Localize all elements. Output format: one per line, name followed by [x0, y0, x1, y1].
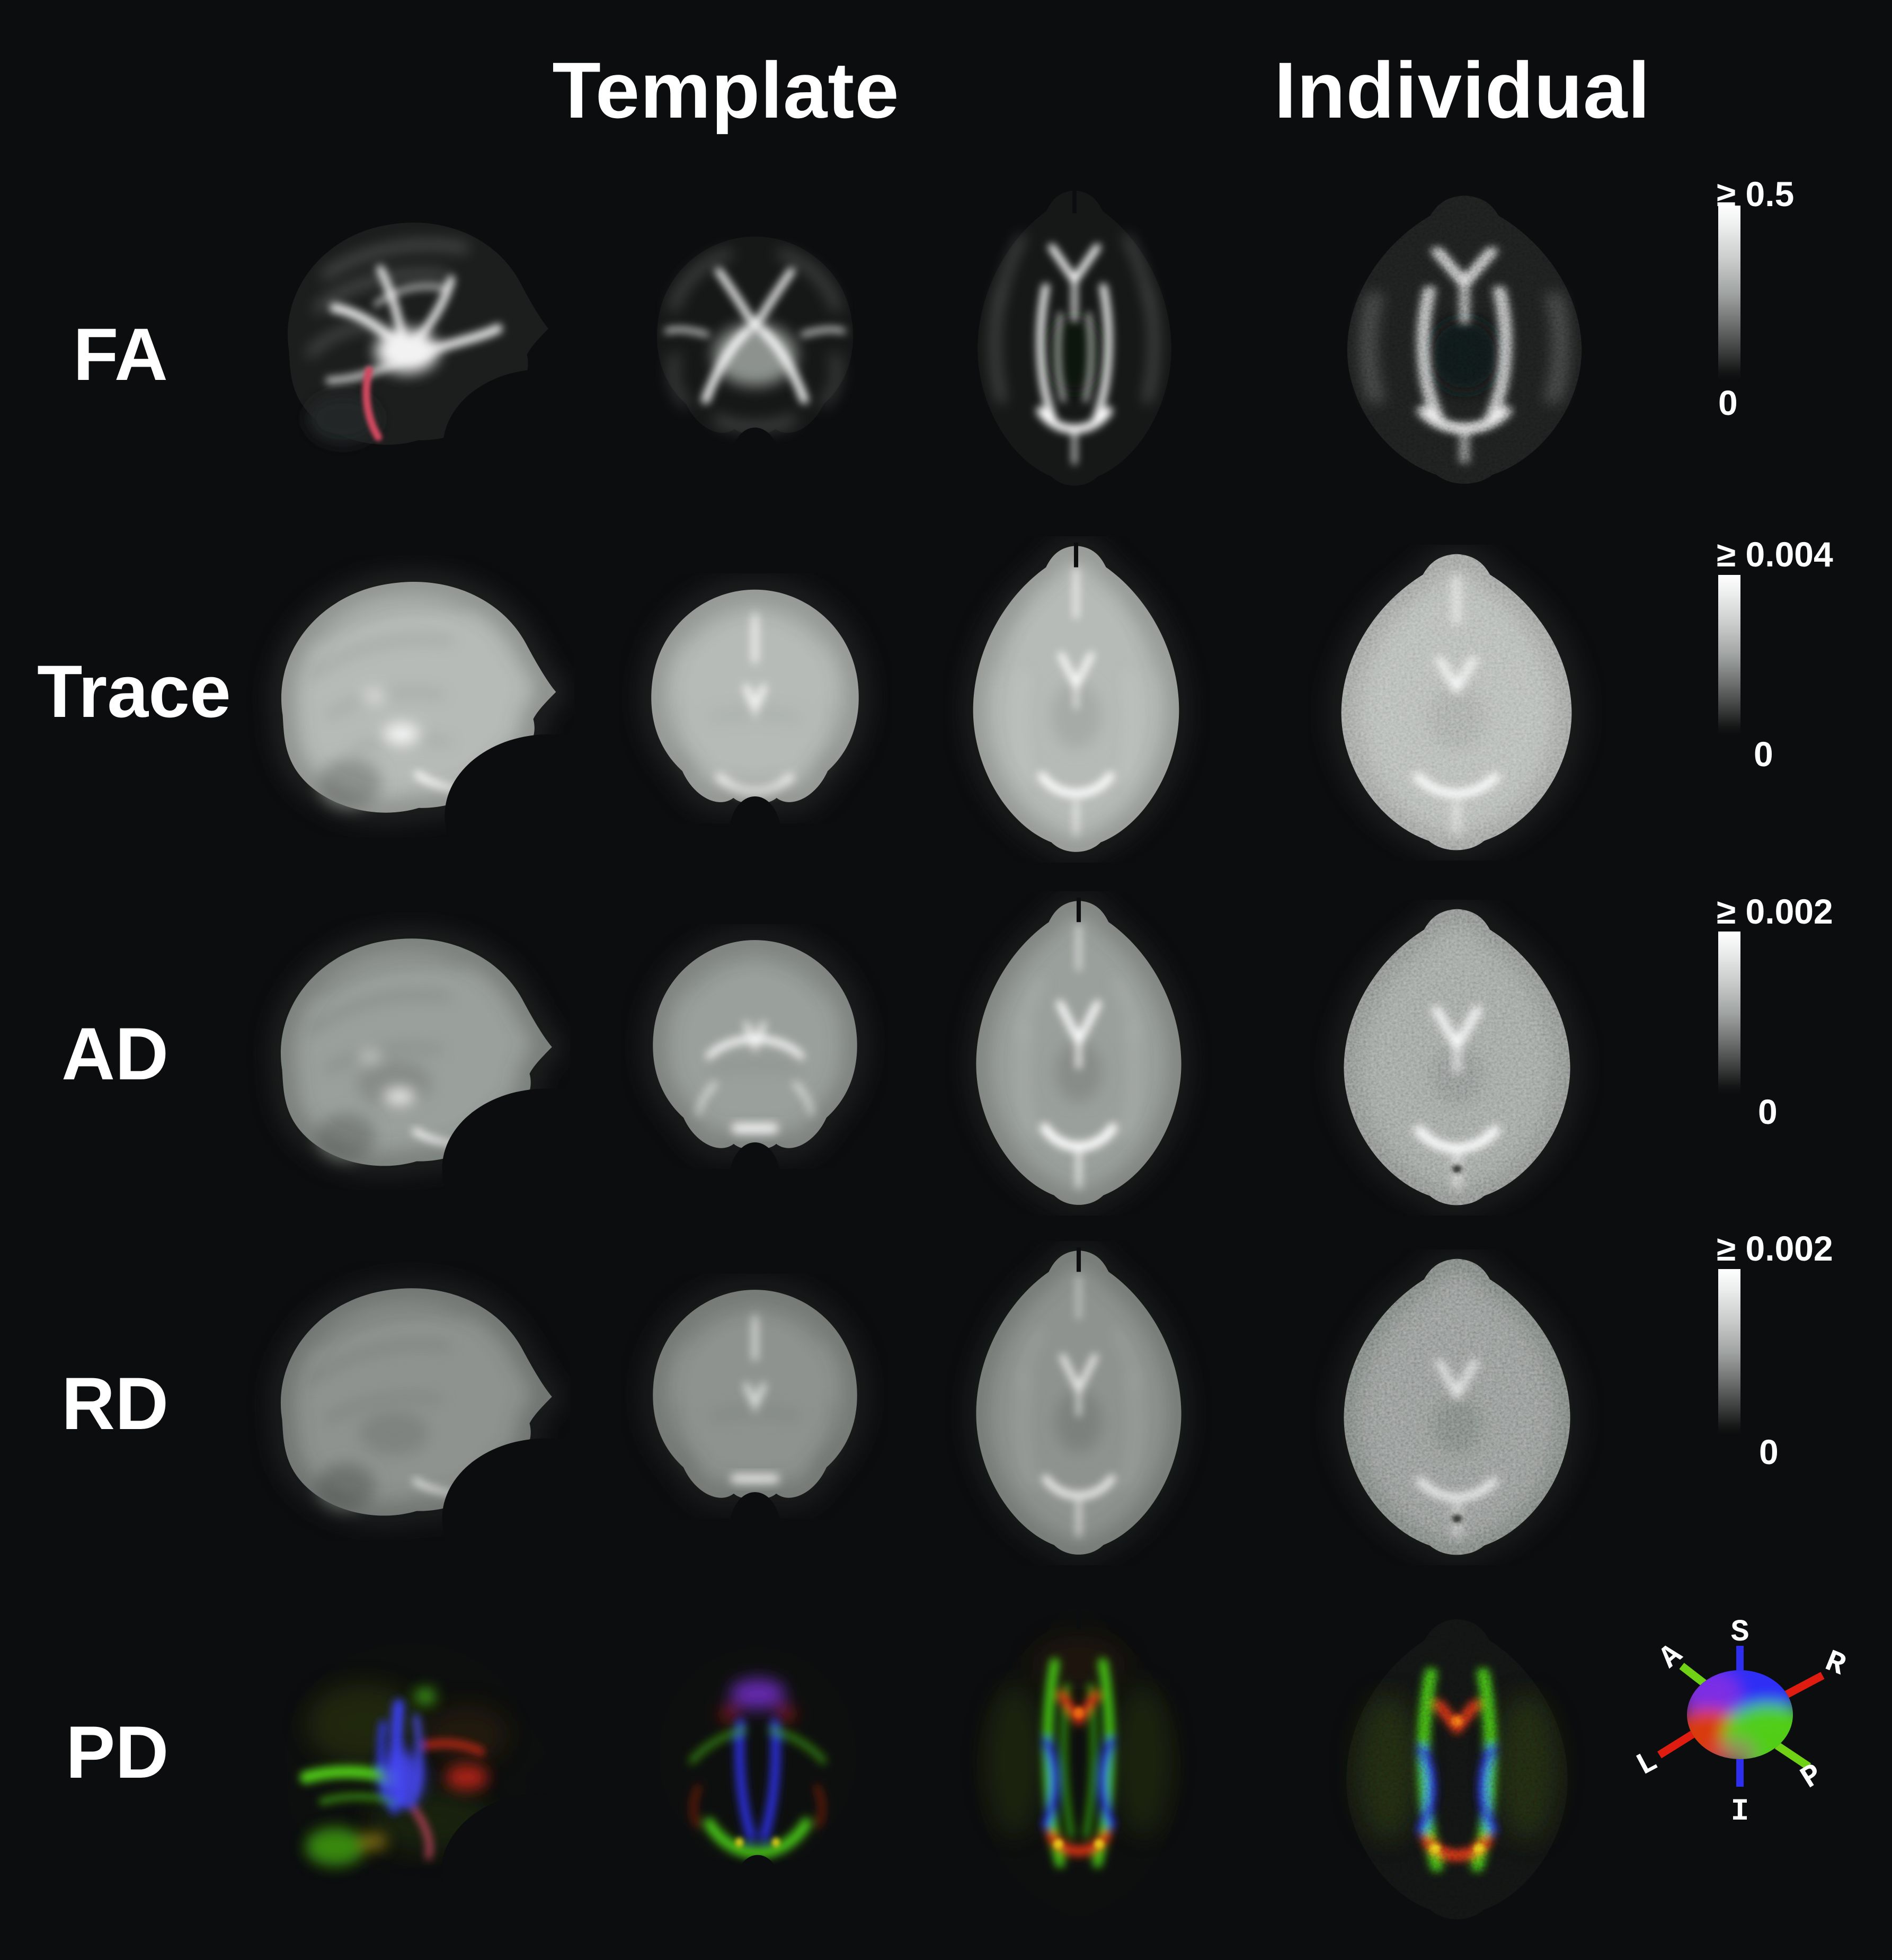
pd-axial-image	[945, 1598, 1212, 1928]
fa-sagittal-image	[248, 197, 566, 468]
ad-colorbar-min-label: 0	[1758, 1092, 1778, 1131]
superior-axis-label: S	[1731, 1616, 1749, 1650]
fa-colorbar	[1718, 206, 1740, 380]
fa-red-tract-highlight	[362, 366, 383, 441]
right-axis-spoke	[1784, 1672, 1825, 1698]
trace-individual-axial-image	[1307, 545, 1606, 861]
ad-individual-axial-image	[1310, 900, 1604, 1216]
pd-sagittal-image	[245, 1617, 565, 1895]
rd-colorbar	[1718, 1269, 1740, 1435]
trace-sagittal-image	[239, 555, 574, 837]
left-axis-label: L	[1631, 1744, 1664, 1784]
rd-individual-axial-image	[1310, 1249, 1604, 1565]
ad-sagittal-image	[239, 912, 570, 1190]
ad-colorbar	[1718, 932, 1740, 1094]
ad-axial-image	[945, 891, 1212, 1216]
left-axis-spoke	[1657, 1730, 1695, 1759]
trace-colorbar-min-label: 0	[1754, 734, 1773, 774]
inferior-axis-label: I	[1731, 1795, 1749, 1829]
fa-colorbar-max-label: ≥ 0.5	[1717, 174, 1795, 214]
ad-coronal-image	[621, 924, 889, 1169]
rd-colorbar-min-label: 0	[1759, 1432, 1779, 1471]
ad-colorbar-max-label: ≥ 0.002	[1717, 892, 1833, 931]
fa-axial-image	[948, 181, 1201, 496]
row-label-trace: Trace	[37, 650, 231, 733]
fa-coronal-image	[626, 221, 884, 453]
rd-sagittal-image	[239, 1262, 570, 1540]
column-header-individual: Individual	[1274, 46, 1651, 135]
posterior-axis-spoke	[1774, 1742, 1811, 1770]
fa-individual-axial-image	[1312, 187, 1617, 494]
pd-individual-axial-image	[1313, 1610, 1601, 1930]
column-header-template: Template	[552, 46, 900, 135]
trace-colorbar	[1718, 575, 1740, 735]
row-label-pd: PD	[66, 1710, 169, 1794]
fa-colorbar-min-label: 0	[1718, 383, 1738, 422]
row-label-rd: RD	[61, 1362, 169, 1445]
right-axis-label: R	[1820, 1645, 1850, 1683]
rd-colorbar-max-label: ≥ 0.002	[1717, 1229, 1833, 1268]
legend-axis-spokes	[1657, 1646, 1825, 1787]
rd-axial-image	[945, 1241, 1212, 1565]
pd-coronal-image	[628, 1631, 887, 1882]
row-label-ad: AD	[61, 1012, 169, 1095]
trace-colorbar-max-label: ≥ 0.004	[1717, 535, 1833, 574]
trace-axial-image	[942, 536, 1210, 863]
direction-sphere-legend: S I A R L P	[1630, 1603, 1889, 1842]
row-label-fa: FA	[73, 313, 168, 396]
trace-coronal-image	[619, 573, 891, 823]
anterior-axis-spoke	[1679, 1663, 1708, 1687]
rd-coronal-image	[621, 1274, 889, 1519]
